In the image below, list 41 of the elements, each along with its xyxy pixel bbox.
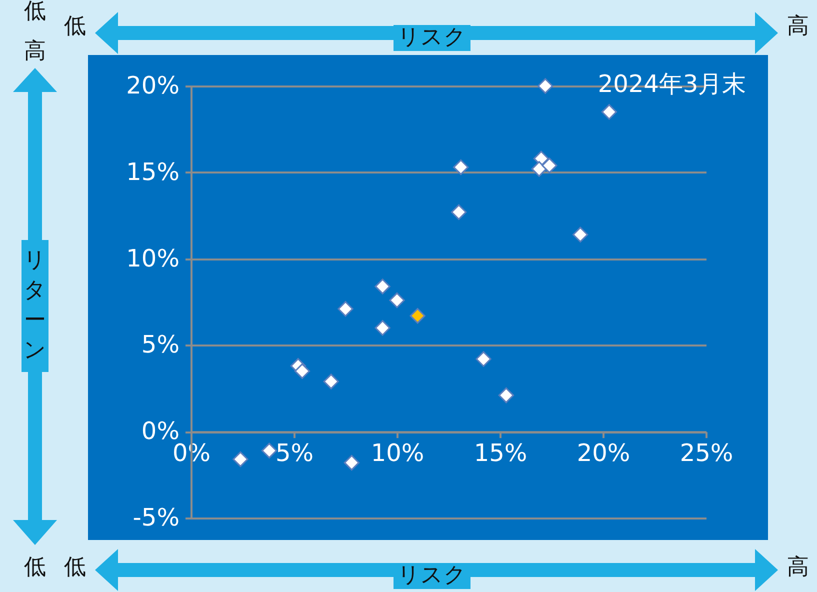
point	[338, 301, 354, 317]
point	[374, 320, 390, 336]
y-tick-label: -5%	[132, 504, 180, 532]
point	[531, 161, 547, 177]
text: 低	[64, 14, 86, 39]
x-axis-title: リスク	[394, 563, 470, 589]
point	[572, 226, 588, 242]
y-tick-label: 15%	[126, 158, 180, 186]
point	[261, 442, 278, 458]
y-axis-title: リターン	[24, 247, 46, 365]
point	[538, 78, 554, 94]
y-tick-label: 5%	[141, 330, 180, 359]
point	[498, 387, 514, 404]
text: 低	[24, 555, 46, 580]
point	[294, 363, 310, 379]
x-tick-label: 15%	[474, 439, 528, 468]
x-tick-label: 5%	[275, 439, 314, 468]
x-tick-label: 25%	[680, 439, 734, 468]
point	[344, 454, 360, 471]
point	[453, 159, 469, 176]
point	[450, 204, 467, 220]
x-tick-label: 20%	[576, 439, 630, 468]
point	[476, 351, 492, 367]
point	[542, 158, 558, 174]
text: 低	[24, 0, 46, 24]
point	[323, 374, 339, 390]
point	[389, 292, 405, 308]
y-tick-label: 20%	[126, 72, 180, 100]
point	[601, 104, 617, 120]
x-tick-label: 10%	[370, 439, 424, 468]
text: 高	[787, 555, 809, 580]
point	[410, 308, 426, 324]
text: 高	[24, 39, 46, 64]
point	[232, 451, 248, 468]
text: 低	[64, 555, 86, 580]
point	[374, 278, 390, 294]
x-tick-label: 0%	[172, 439, 211, 468]
text: 高	[787, 14, 809, 39]
annotation: 2024年3月末	[598, 70, 746, 98]
text: リスク	[394, 25, 470, 51]
y-tick-label: 10%	[126, 244, 180, 272]
